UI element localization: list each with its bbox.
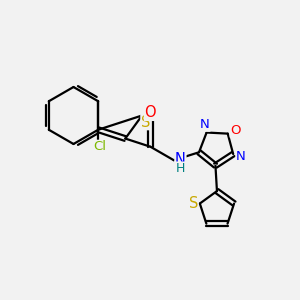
Text: Cl: Cl (93, 140, 106, 153)
Text: O: O (145, 105, 156, 120)
Text: O: O (230, 124, 241, 137)
Text: N: N (175, 152, 186, 166)
Text: H: H (176, 162, 185, 175)
Text: N: N (200, 118, 210, 131)
Text: S: S (188, 196, 198, 211)
Text: N: N (236, 150, 246, 163)
Text: S: S (141, 115, 150, 130)
